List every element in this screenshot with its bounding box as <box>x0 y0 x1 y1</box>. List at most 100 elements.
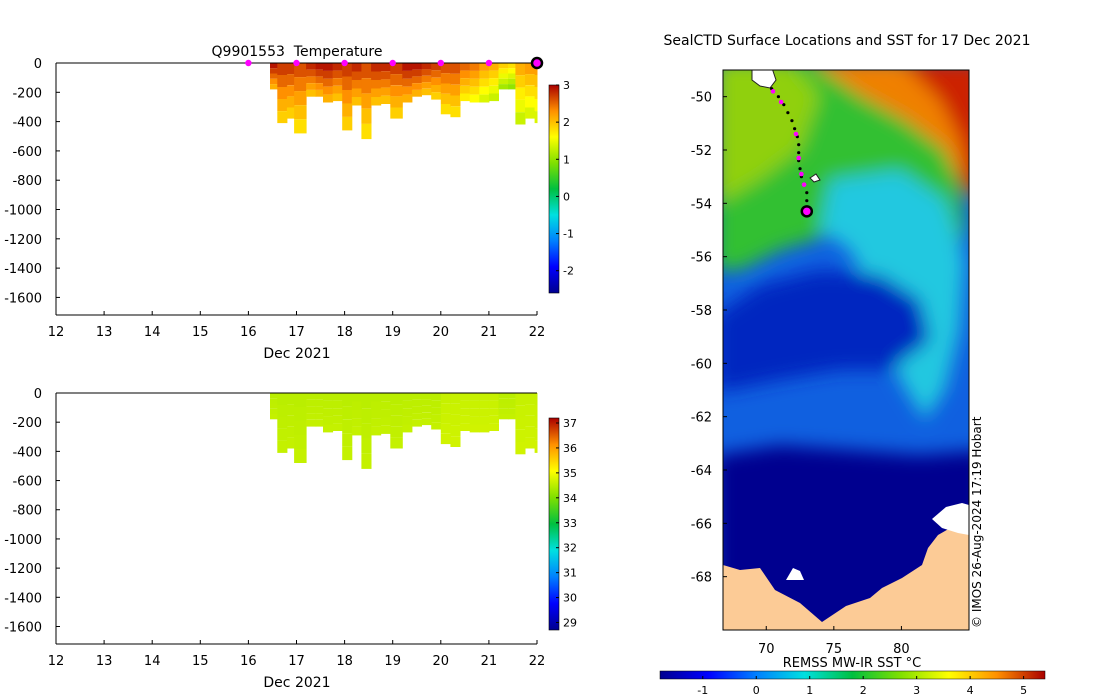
profile-cell <box>270 78 278 85</box>
profile-cell <box>270 398 278 404</box>
profile-cell <box>498 393 509 399</box>
track-point <box>790 119 794 123</box>
profile-cell <box>294 407 307 421</box>
latitude-axis: -50 -52 -54 -56 -58 -60 -62 -64 -66 -68 <box>691 91 727 586</box>
profile-cell <box>421 405 432 413</box>
map-frame <box>722 69 970 631</box>
profile-cell <box>315 406 324 414</box>
profile-cell <box>361 423 372 439</box>
profile-cell <box>332 85 343 94</box>
profile-cell <box>371 401 382 410</box>
x-tick-label: 22 <box>529 325 546 340</box>
y-tick-label: -1400 <box>4 262 42 277</box>
profile-cell <box>306 419 317 427</box>
track-point <box>776 95 781 99</box>
current-position-marker <box>800 205 814 218</box>
profile-cell <box>402 63 413 71</box>
profile-day-marker <box>245 59 252 67</box>
profile-cell <box>479 393 490 401</box>
sst-colorbar-tick-label: 2 <box>860 684 867 697</box>
x-tick-label: 16 <box>240 325 257 340</box>
track-point <box>805 199 809 203</box>
profile-cell <box>323 70 334 79</box>
profile-cell <box>351 88 362 97</box>
profile-cell <box>534 75 538 87</box>
profile-cell <box>294 449 307 463</box>
profile-cell <box>421 412 432 419</box>
profile-cell <box>525 404 536 416</box>
profile-cell <box>306 413 317 420</box>
y-tick-label: -1200 <box>4 562 42 577</box>
latitude-tick-label: -64 <box>691 464 712 479</box>
profile-day-marker <box>437 59 444 67</box>
profile-cell <box>450 393 461 404</box>
profile-cell <box>469 86 480 95</box>
profile-cell <box>515 99 526 113</box>
profile-cell <box>508 408 516 415</box>
profile-cell <box>390 107 403 119</box>
profile-cell <box>450 403 461 415</box>
profile-cell <box>332 393 343 401</box>
y-tick-label: -1600 <box>4 291 42 306</box>
x-tick-label: 18 <box>336 654 353 669</box>
temperature-panel: Q9901553 Temperature 0 -200 -400 -600 -800 -1… <box>4 44 574 362</box>
profile-cell <box>323 78 334 87</box>
profile-cell <box>390 85 403 97</box>
profile-cell <box>525 415 536 427</box>
profile-cell <box>411 63 422 70</box>
x-tick-label: 16 <box>240 654 257 669</box>
profile-cell <box>411 90 422 97</box>
temperature-y-axis: 0 -200 -400 -600 -800 -1000 -1200 -1400 -1600 <box>4 57 60 306</box>
profile-cell <box>306 69 317 77</box>
profile-cell <box>450 414 461 426</box>
profile-cell <box>277 405 288 417</box>
daily-position-marker <box>770 89 776 94</box>
profile-cell <box>508 63 516 69</box>
profile-cell <box>270 68 278 74</box>
profile-cell <box>440 413 451 424</box>
profile-cell <box>286 63 295 75</box>
track-point <box>797 143 801 147</box>
profile-cell <box>450 106 461 118</box>
profile-cell <box>498 73 509 79</box>
profile-cell <box>469 70 480 79</box>
profile-cell <box>460 408 471 416</box>
profile-cell <box>421 399 432 406</box>
profile-cell <box>469 424 480 433</box>
profile-cell <box>351 401 362 410</box>
daily-position-marker <box>796 155 801 161</box>
profile-cell <box>508 68 516 74</box>
y-tick-label: -800 <box>12 504 42 519</box>
profile-cell <box>525 96 536 108</box>
latitude-tick-label: -66 <box>691 517 712 532</box>
profile-cell <box>440 393 451 404</box>
y-tick-label: -800 <box>12 174 42 189</box>
profile-cell <box>534 428 538 441</box>
x-tick-label: 17 <box>288 654 305 669</box>
profile-cell <box>286 85 295 97</box>
profile-cell <box>286 96 295 108</box>
sst-colorbar-tick-label: 3 <box>913 684 920 697</box>
profile-cell <box>332 400 343 409</box>
profile-cell <box>515 87 526 100</box>
y-tick-label: -1200 <box>4 233 42 248</box>
profile-cell <box>488 408 499 416</box>
profile-cell <box>411 406 422 414</box>
profile-cell <box>342 103 353 117</box>
profile-cell <box>277 416 288 429</box>
profile-cell <box>469 78 480 87</box>
profile-cell <box>431 70 442 78</box>
x-tick-label: 21 <box>481 325 498 340</box>
profile-cell <box>469 400 480 409</box>
profile-cell <box>270 84 278 90</box>
profile-cell <box>332 78 343 86</box>
profile-cell <box>469 408 480 417</box>
profile-cell <box>270 414 278 420</box>
profile-cell <box>294 77 307 92</box>
profile-cell <box>508 84 516 90</box>
profile-cell <box>402 424 413 433</box>
profile-cell <box>390 96 403 108</box>
profile-cell <box>390 404 403 416</box>
profile-cell <box>286 107 295 119</box>
